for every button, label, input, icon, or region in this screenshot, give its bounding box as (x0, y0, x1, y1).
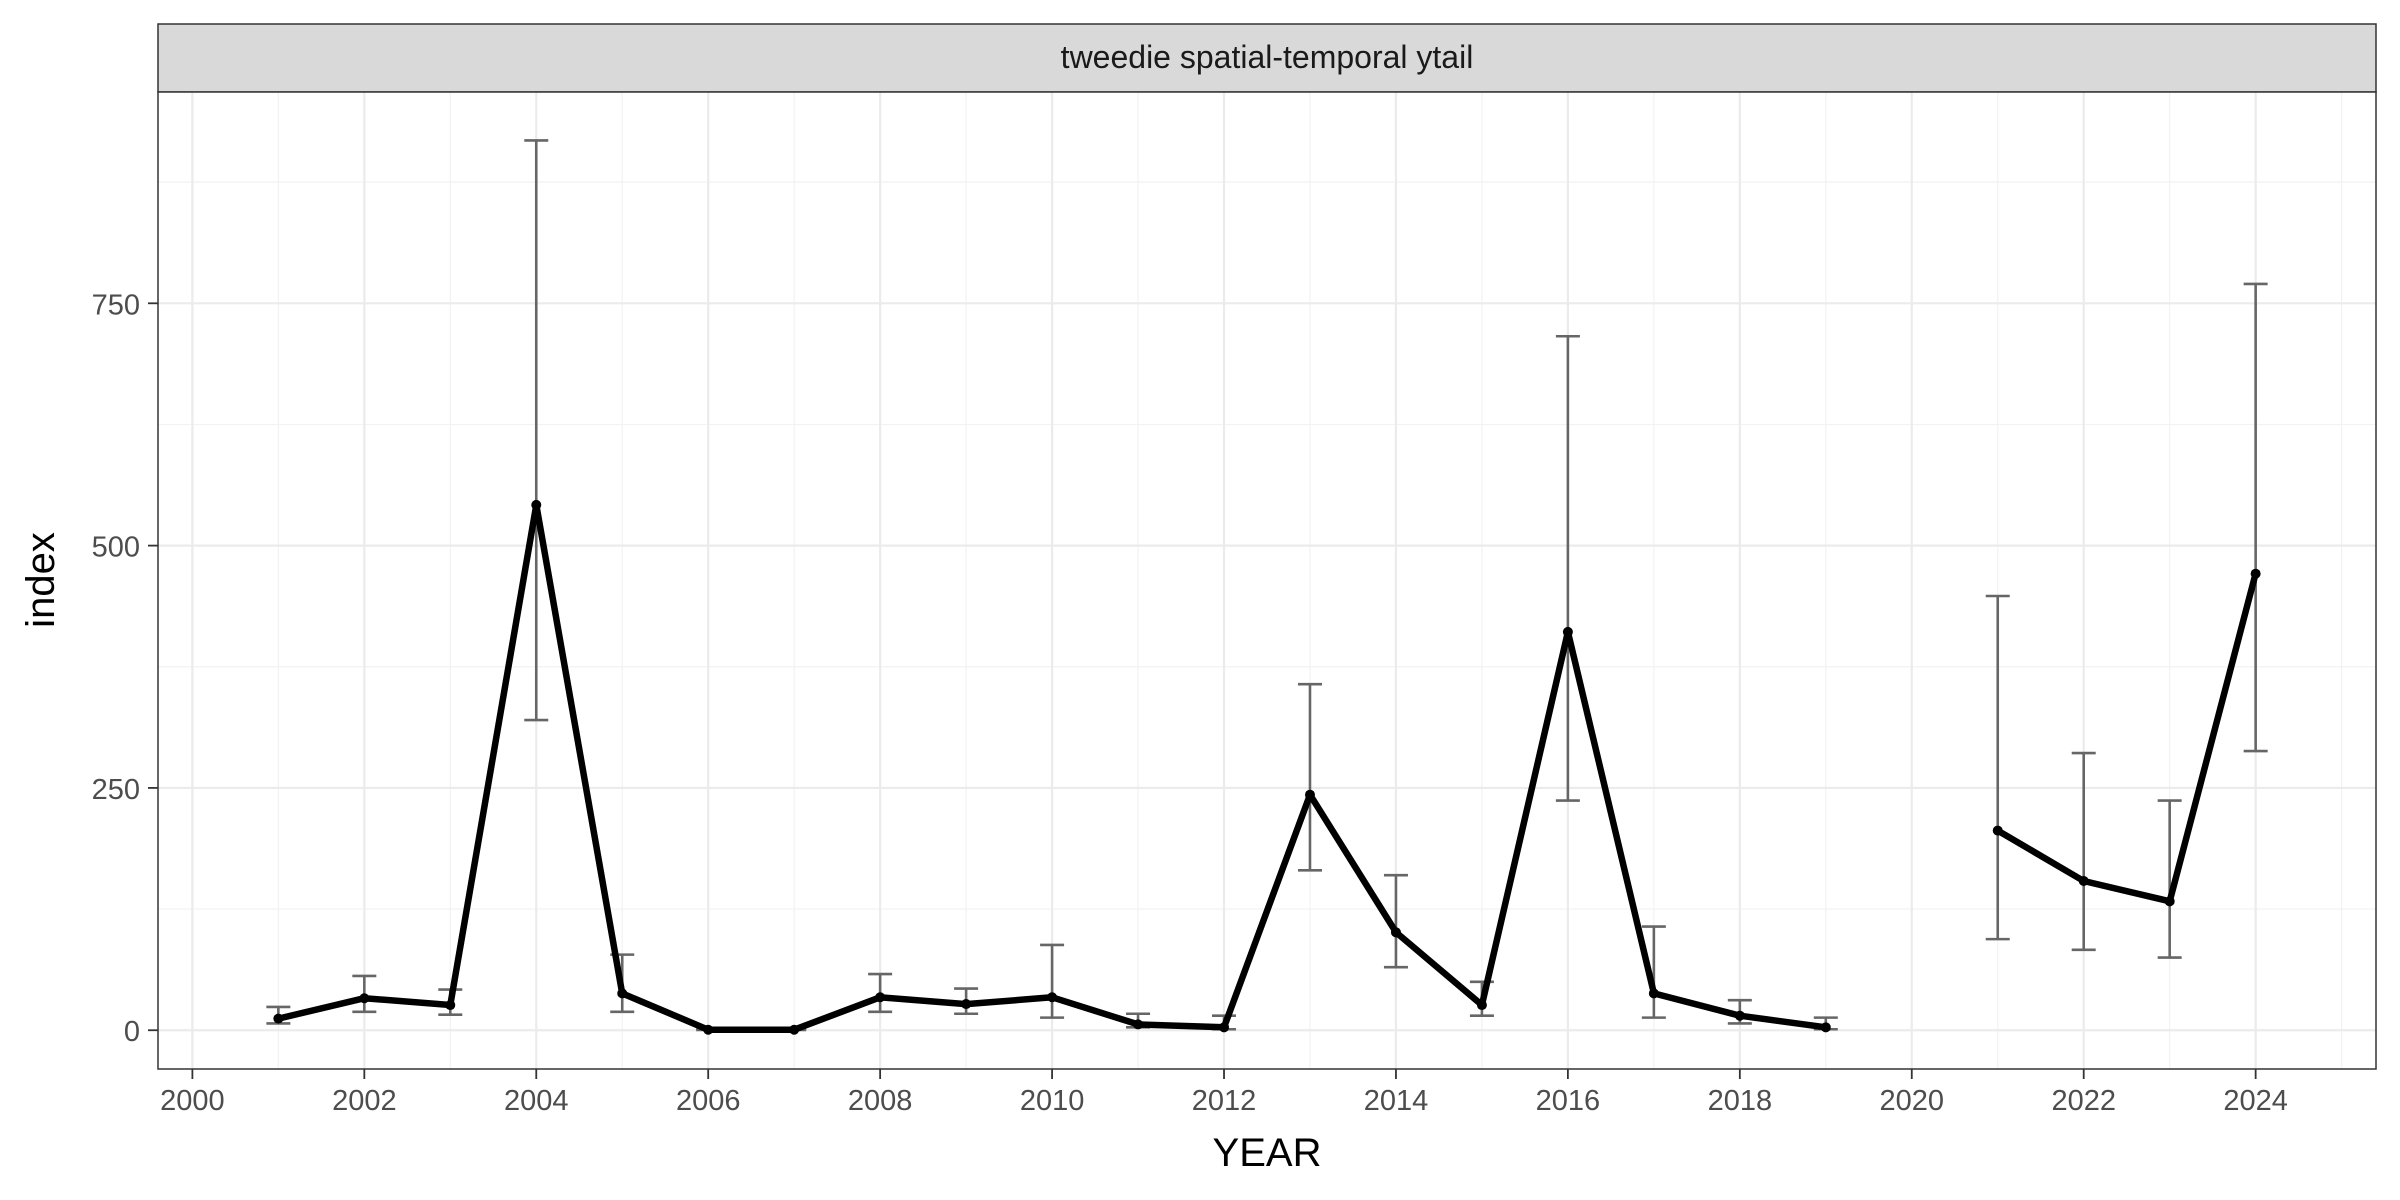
data-point (1219, 1022, 1230, 1033)
x-tick-label: 2024 (2223, 1085, 2288, 1117)
major-gridlines (158, 92, 2376, 1069)
x-tick-label: 2004 (504, 1085, 569, 1117)
data-point (1562, 626, 1573, 637)
data-point (531, 499, 542, 510)
x-tick-label: 2006 (676, 1085, 741, 1117)
series-points (273, 499, 2261, 1035)
data-point (1390, 927, 1401, 938)
data-point (1734, 1010, 1745, 1021)
minor-gridlines (158, 92, 2376, 1069)
data-point (875, 992, 886, 1003)
data-point (1820, 1022, 1831, 1033)
x-axis: 2000 2002 2004 2006 2008 2010 2012 2014 2016 2018… (160, 1069, 2288, 1117)
x-tick-label: 2018 (1708, 1085, 1773, 1117)
x-tick-label: 2022 (2051, 1085, 2116, 1117)
data-point (703, 1024, 714, 1035)
data-point (1133, 1019, 1144, 1030)
data-point (1476, 1000, 1487, 1011)
data-point (961, 999, 972, 1010)
y-axis-title: index (19, 532, 63, 628)
data-point (1648, 988, 1659, 999)
x-tick-label: 2012 (1192, 1085, 1257, 1117)
data-point (2164, 896, 2175, 907)
data-point (273, 1013, 284, 1024)
x-tick-label: 2010 (1020, 1085, 1085, 1117)
data-point (617, 988, 628, 999)
y-tick-label: 250 (92, 774, 140, 806)
x-tick-label: 2020 (1880, 1085, 1945, 1117)
data-point (2250, 568, 2261, 579)
data-point (2078, 875, 2089, 886)
data-point (789, 1024, 800, 1035)
y-axis: 0 250 500 750 (92, 289, 158, 1048)
y-tick-label: 750 (92, 289, 140, 321)
data-point (1047, 992, 1058, 1003)
x-tick-label: 2014 (1364, 1085, 1429, 1117)
x-axis-title: YEAR (1213, 1131, 1322, 1175)
y-tick-label: 0 (124, 1016, 140, 1048)
data-point (1992, 825, 2003, 836)
x-tick-label: 2000 (160, 1085, 225, 1117)
series-line (1996, 572, 2259, 905)
x-tick-label: 2002 (332, 1085, 397, 1117)
facet-strip-title: tweedie spatial-temporal ytail (1061, 39, 1474, 75)
data-point (359, 993, 370, 1004)
data-point (445, 1000, 456, 1011)
x-tick-label: 2008 (848, 1085, 913, 1117)
y-tick-label: 500 (92, 532, 140, 564)
plot-panel (158, 92, 2376, 1069)
data-point (1304, 789, 1315, 800)
facet-strip (157, 23, 2377, 93)
x-tick-label: 2016 (1536, 1085, 1601, 1117)
plot-panel-border (157, 91, 2377, 1070)
